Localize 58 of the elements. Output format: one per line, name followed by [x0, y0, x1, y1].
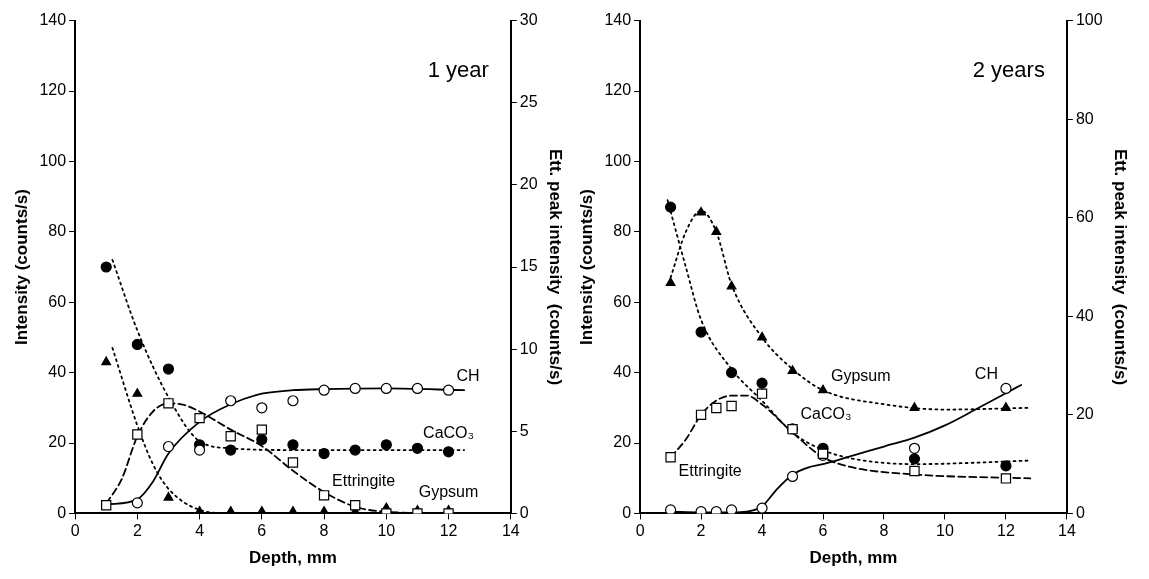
- y-tick-label: 20: [613, 433, 632, 451]
- x-tick-label: 8: [879, 522, 889, 540]
- y2-axis-title: Ett. peak intensity (counts/s): [546, 148, 566, 386]
- y-tick-label: 80: [613, 222, 632, 240]
- y-tick-label: 60: [48, 292, 67, 310]
- y-tick-label: 100: [604, 151, 632, 169]
- annotation: 2 years: [972, 56, 1045, 82]
- series-label: CaCO₃: [800, 405, 852, 423]
- y-tick-label: 140: [39, 11, 67, 29]
- series-label: Gypsum: [831, 366, 891, 384]
- y2-tick-label: 100: [1075, 11, 1103, 29]
- x-axis-title: Depth, mm: [809, 548, 898, 568]
- y-tick-label: 0: [622, 503, 632, 521]
- x-tick-label: 14: [501, 522, 520, 540]
- y2-tick-label: 10: [519, 339, 538, 357]
- x-axis-title: Depth, mm: [249, 548, 337, 568]
- y-tick-label: 20: [48, 433, 67, 451]
- series-label: Ettringite: [678, 461, 742, 479]
- y2-tick-label: 15: [519, 257, 538, 275]
- y2-tick-label: 5: [519, 421, 529, 439]
- y-tick-label: 140: [604, 11, 632, 29]
- y2-tick-label: 0: [519, 503, 529, 521]
- x-tick-label: 10: [377, 522, 396, 540]
- y2-tick-label: 0: [1075, 503, 1085, 521]
- y2-tick-label: 30: [519, 11, 538, 29]
- y2-tick-label: 20: [519, 175, 538, 193]
- y-axis-title: Intensity (counts/s): [576, 189, 596, 345]
- y-axis-title: Intensity (counts/s): [11, 189, 31, 345]
- x-tick-label: 2: [132, 522, 142, 540]
- y-tick-label: 40: [48, 363, 67, 381]
- y-tick-label: 80: [48, 222, 67, 240]
- x-tick-label: 6: [257, 522, 267, 540]
- series-label: CH: [456, 366, 480, 384]
- y2-tick-label: 80: [1075, 109, 1094, 127]
- y-tick-label: 40: [613, 363, 632, 381]
- y2-tick-label: 20: [1075, 405, 1094, 423]
- y-tick-label: 60: [613, 292, 632, 310]
- x-tick-label: 4: [757, 522, 767, 540]
- annotation: 1 year: [427, 56, 489, 82]
- x-tick-label: 10: [936, 522, 954, 540]
- y2-axis-title: Ett. peak intensity (counts/s): [1111, 148, 1131, 386]
- series-label: CH: [974, 364, 998, 382]
- x-tick-label: 0: [70, 522, 80, 540]
- y-tick-label: 120: [39, 81, 67, 99]
- x-tick-label: 12: [439, 522, 458, 540]
- x-tick-label: 2: [696, 522, 706, 540]
- y2-tick-label: 25: [519, 93, 538, 111]
- y-tick-label: 0: [57, 503, 67, 521]
- x-tick-label: 12: [997, 522, 1015, 540]
- x-tick-label: 4: [195, 522, 205, 540]
- y-tick-label: 100: [39, 151, 67, 169]
- y2-tick-label: 60: [1075, 208, 1094, 226]
- x-tick-label: 8: [319, 522, 329, 540]
- y-tick-label: 120: [604, 81, 632, 99]
- y2-tick-label: 40: [1075, 306, 1094, 324]
- x-tick-label: 6: [818, 522, 828, 540]
- x-tick-label: 14: [1058, 522, 1076, 540]
- x-tick-label: 0: [635, 522, 645, 540]
